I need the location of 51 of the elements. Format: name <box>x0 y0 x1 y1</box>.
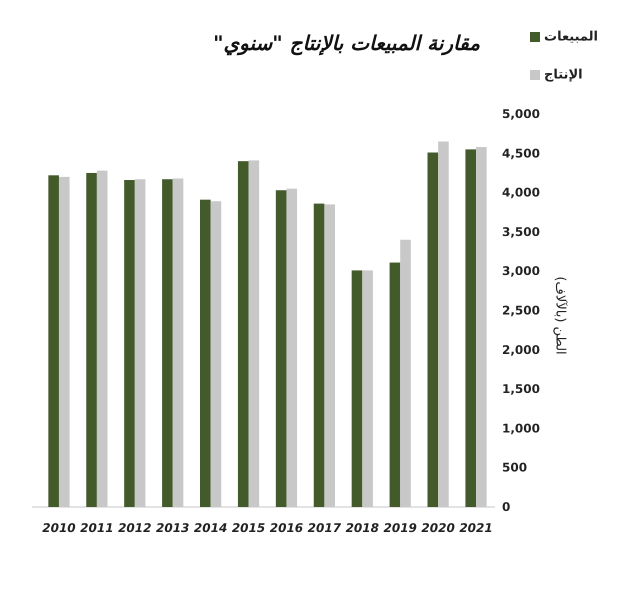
x-tick-label: 2019 <box>384 521 417 535</box>
bar <box>476 147 487 507</box>
y-tick-label: 4,500 <box>502 146 540 160</box>
x-tick-label: 2012 <box>118 521 152 535</box>
y-tick-label: 5,000 <box>502 107 540 121</box>
bar <box>314 204 324 507</box>
y-tick-label: 1,500 <box>502 382 540 396</box>
x-tick-label: 2010 <box>42 521 76 535</box>
bar <box>428 152 438 507</box>
bar <box>162 179 173 507</box>
bar <box>465 149 476 507</box>
bar <box>172 178 184 507</box>
y-tick-label: 3,000 <box>502 264 540 278</box>
bar <box>324 204 335 507</box>
y-tick-label: 0 <box>502 500 510 514</box>
bar <box>352 270 362 507</box>
x-tick-label: 2021 <box>459 521 493 535</box>
x-tick-label: 2018 <box>346 521 379 535</box>
bar <box>124 180 135 507</box>
bar <box>200 200 211 507</box>
bar <box>96 170 108 507</box>
legend-label: المبيعات <box>544 30 598 44</box>
y-tick-label: 2,000 <box>502 342 540 357</box>
bar <box>210 201 222 507</box>
bar <box>362 270 373 507</box>
bar <box>48 175 59 507</box>
x-tick-label: 2011 <box>80 521 114 535</box>
bar <box>238 161 249 507</box>
bar <box>58 176 70 507</box>
chart-title: مقارنة المبيعات بالإنتاج "سنوي" <box>213 31 480 56</box>
y-tick-label: 3,500 <box>502 224 540 239</box>
x-tick-label: 2017 <box>308 521 342 535</box>
y-tick-label: 500 <box>502 460 528 475</box>
bar <box>86 172 97 507</box>
y-tick-label: 1,000 <box>502 421 540 436</box>
bar <box>390 262 400 507</box>
y-tick-label: 2,500 <box>502 304 540 318</box>
bar <box>400 240 411 507</box>
bar <box>286 188 298 507</box>
legend-label: الإنتاج <box>544 68 583 82</box>
y-axis-title: الطن (بالآلاف) <box>552 276 568 355</box>
bar <box>134 179 146 507</box>
bar <box>438 142 449 507</box>
bar <box>248 160 260 507</box>
x-tick-label: 2016 <box>270 521 304 535</box>
y-tick-label: 4,000 <box>502 186 540 200</box>
x-tick-label: 2013 <box>156 521 190 535</box>
bar <box>276 190 286 507</box>
x-tick-label: 2020 <box>421 521 455 535</box>
x-tick-label: 2015 <box>232 521 266 535</box>
x-tick-label: 2014 <box>194 521 228 535</box>
